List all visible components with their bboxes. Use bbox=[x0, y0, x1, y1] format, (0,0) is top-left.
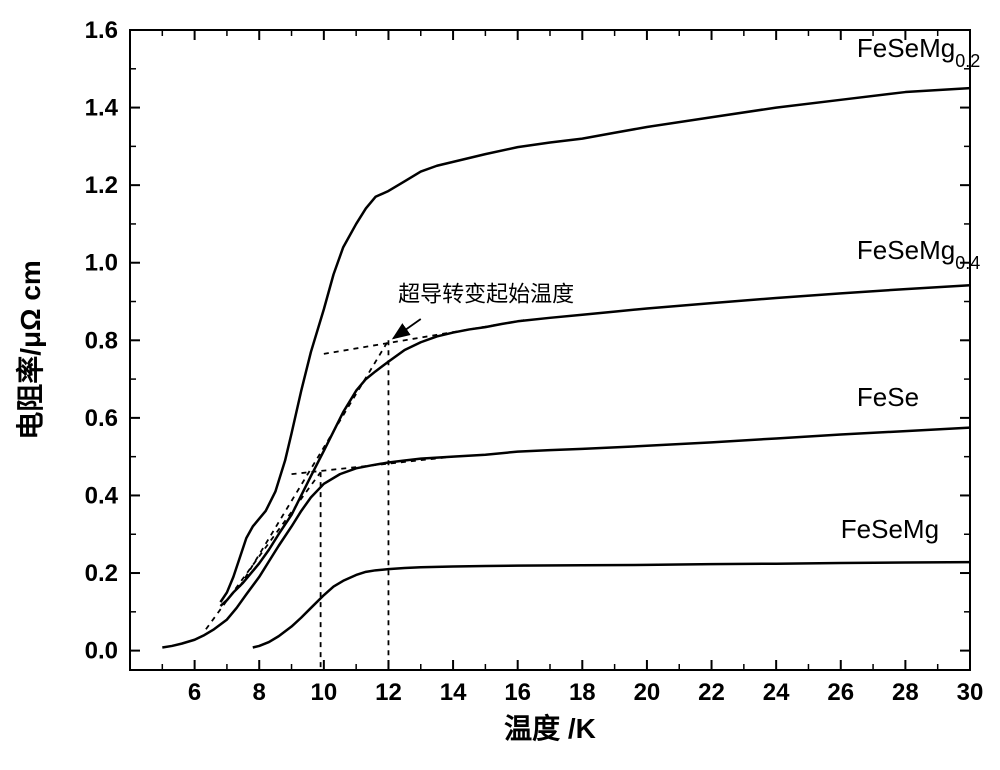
series-label-FeSeMg: FeSeMg bbox=[841, 514, 939, 544]
x-tick-label: 22 bbox=[698, 679, 725, 706]
plot-frame bbox=[130, 30, 970, 670]
x-tick-label: 26 bbox=[827, 679, 854, 706]
series-label-FeSeMg0.2: FeSeMg0.2 bbox=[857, 33, 980, 71]
x-tick-label: 10 bbox=[310, 679, 337, 706]
y-tick-label: 0.4 bbox=[85, 482, 119, 509]
x-tick-label: 12 bbox=[375, 679, 402, 706]
chart-root: 6 8 10 12 14 16 18 20 22 24 26 28 30 0.0 0.2 0.4 0.6 0.8 1… bbox=[0, 0, 1000, 770]
y-tick-label: 1.2 bbox=[85, 172, 118, 199]
y-tick-label: 0.2 bbox=[85, 560, 118, 587]
x-tick-label: 16 bbox=[504, 679, 531, 706]
y-tick-label: 0.6 bbox=[85, 405, 118, 432]
y-tick-label: 1.4 bbox=[85, 95, 119, 122]
x-tick-label: 20 bbox=[634, 679, 661, 706]
dashed-guides bbox=[206, 320, 524, 670]
x-axis-label: 温度 /K bbox=[504, 713, 596, 744]
series-FeSeMg0.4 bbox=[220, 285, 970, 606]
x-tick-label: 6 bbox=[188, 679, 201, 706]
series-group bbox=[162, 88, 970, 647]
annotation-arrow bbox=[393, 319, 420, 338]
x-tick-label: 28 bbox=[892, 679, 919, 706]
x-tick-label: 14 bbox=[440, 679, 467, 706]
chart-svg: 6 8 10 12 14 16 18 20 22 24 26 28 30 0.0 0.2 0.4 0.6 0.8 1… bbox=[0, 0, 1000, 770]
y-axis-label: 电阻率/μΩ cm bbox=[14, 260, 46, 440]
y-tick-label: 0.8 bbox=[85, 327, 118, 354]
x-tick-label: 30 bbox=[957, 679, 984, 706]
y-tick-label: 0.0 bbox=[85, 638, 118, 665]
x-tick-label: 8 bbox=[253, 679, 266, 706]
tangent-fese-rise bbox=[206, 472, 321, 629]
x-tick-label: 24 bbox=[763, 679, 790, 706]
annotation-transition-onset: 超导转变起始温度 bbox=[398, 282, 574, 307]
y-tick-label: 1.0 bbox=[85, 250, 118, 277]
series-label-FeSe: FeSe bbox=[857, 382, 919, 412]
series-label-FeSeMg0.4: FeSeMg0.4 bbox=[857, 235, 980, 273]
series-FeSeMg bbox=[253, 562, 970, 647]
y-tick-label: 1.6 bbox=[85, 17, 118, 44]
x-tick-label: 18 bbox=[569, 679, 596, 706]
